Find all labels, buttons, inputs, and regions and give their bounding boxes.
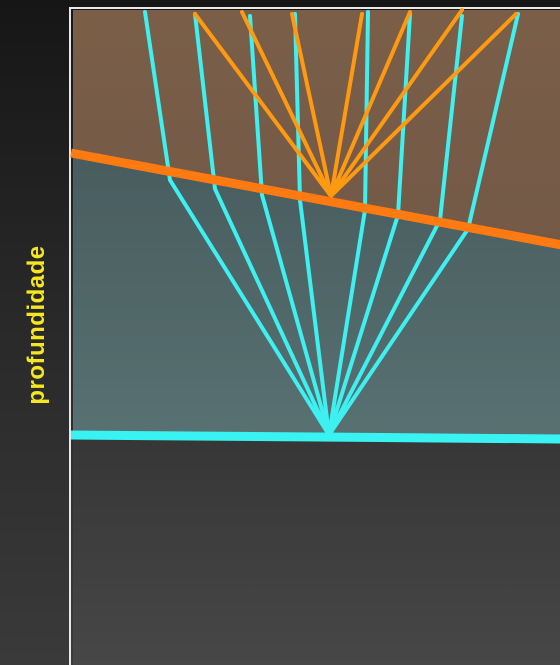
- deep-ray: [193, 12, 331, 437]
- shallow-rays: [193, 8, 518, 198]
- shallow-ray: [240, 10, 333, 198]
- shallow-ray: [193, 12, 333, 198]
- shallow-ray: [290, 12, 333, 198]
- deep-ray: [143, 10, 331, 437]
- shallow-ray: [329, 8, 464, 198]
- shallow-ray: [329, 12, 518, 198]
- shallow-ray: [329, 10, 412, 198]
- dipping-reflector: [70, 148, 560, 250]
- lower-layer: [73, 434, 560, 665]
- deep-ray: [248, 14, 331, 437]
- flat-reflector: [70, 430, 560, 444]
- shallow-ray: [329, 12, 364, 198]
